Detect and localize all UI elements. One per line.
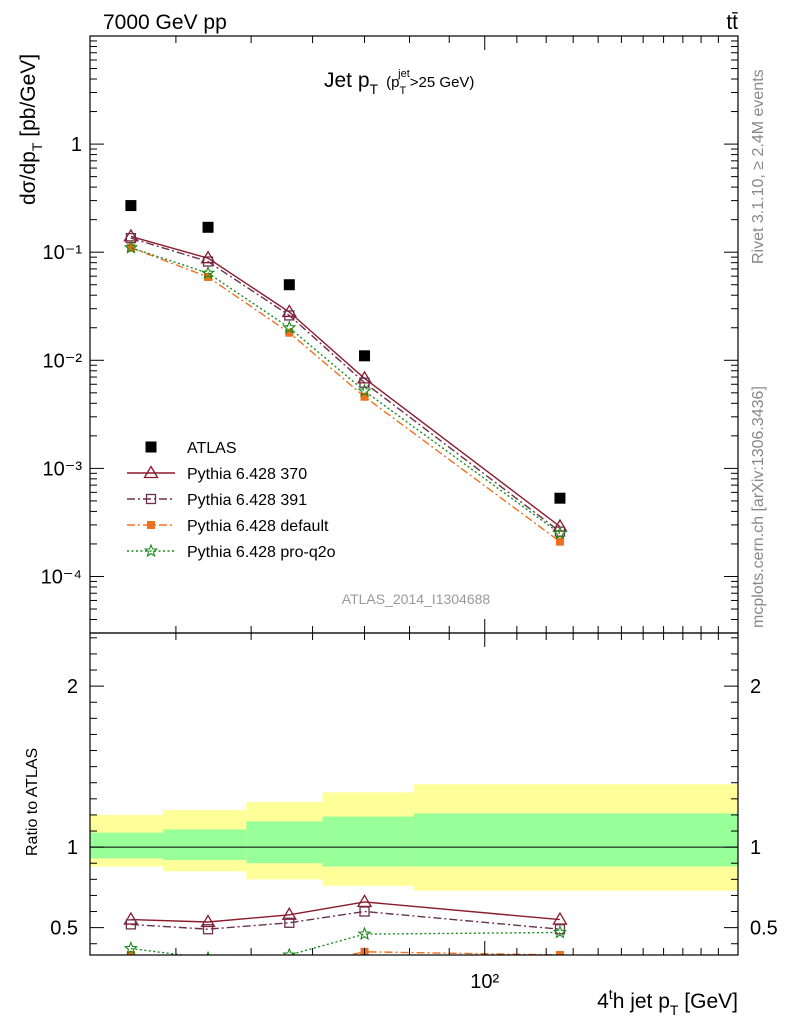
legend-marker <box>145 493 157 505</box>
ratio-series-pythia-6-428-370 <box>123 894 568 928</box>
ratio-line <box>130 931 560 955</box>
legend-marker <box>143 543 159 558</box>
data-point <box>357 383 372 398</box>
ratio-point <box>281 906 297 920</box>
ratio-point <box>200 914 216 928</box>
y-tick-label: 10⁻³ <box>43 458 83 480</box>
data-point <box>283 279 295 291</box>
data-point <box>554 492 566 504</box>
ratio-tick-label-right: 1 <box>750 837 761 859</box>
ratio-point <box>125 919 137 930</box>
data-point <box>284 310 295 321</box>
legend-entry: Pythia 6.428 pro-q2o <box>127 543 336 561</box>
header-left: 7000 GeV pp <box>103 11 227 34</box>
series-line <box>130 235 561 528</box>
ratio-frame <box>89 632 739 956</box>
legend-label: ATLAS <box>187 440 237 457</box>
ratio-series-pythia-6-428-391 <box>125 906 566 935</box>
y-tick-label: 10⁻⁴ <box>41 566 82 588</box>
legend-entry: Pythia 6.428 default <box>127 518 329 535</box>
ratio-point <box>555 951 564 955</box>
uncertainty-band-stat <box>246 821 323 864</box>
legend-label: Pythia 6.428 default <box>187 518 329 535</box>
ratio-point <box>206 950 210 955</box>
y-tick-label: 10⁻² <box>43 350 83 372</box>
ratio-line <box>130 901 560 923</box>
ratio-series-pythia-6-428-pro-q2o <box>123 924 568 955</box>
ratio-point <box>282 947 297 955</box>
data-point <box>552 525 568 540</box>
legend-marker <box>147 521 155 529</box>
ratio-series-pythia-6-428-default <box>126 947 564 972</box>
data-point <box>202 221 214 233</box>
data-point <box>555 537 564 546</box>
ratio-line <box>130 951 560 955</box>
y-axis-label: dσ/dpT [pb/GeV] <box>17 54 45 205</box>
series-atlas <box>125 200 566 504</box>
data-point <box>282 320 297 334</box>
legend-entry: Pythia 6.428 370 <box>127 465 307 483</box>
y-tick-label: 10⁻¹ <box>43 242 83 264</box>
ratio-tick-label-left: 2 <box>67 676 78 698</box>
legend-marker <box>143 465 159 479</box>
ratio-axis-label: Ratio to ATLAS <box>24 748 41 856</box>
ratio-panel <box>90 784 738 972</box>
rivet-label: Rivet 3.1.10, ≥ 2.4M events <box>750 69 767 264</box>
ratio-point <box>285 964 293 972</box>
analysis-watermark: ATLAS_2014_I1304688 <box>342 591 491 607</box>
ratio-point <box>204 961 212 969</box>
ratio-point <box>126 951 135 955</box>
ratio-point <box>123 911 139 925</box>
legend-entry: Pythia 6.428 391 <box>127 492 307 509</box>
ratio-axes: 10² 0.5 0.5 1 1 2 2 <box>50 633 778 993</box>
legend: ATLAS Pythia 6.428 370 Pythia 6.428 391 Pyt… <box>127 440 336 561</box>
data-point <box>125 200 137 212</box>
ratio-point <box>356 894 373 908</box>
main-axes: 10⁻⁴ 10⁻³ 10⁻² 10⁻¹ 1 <box>41 36 738 634</box>
data-point <box>359 377 370 388</box>
ratio-tick-label-right: 2 <box>750 676 761 698</box>
ratio-line <box>130 910 560 930</box>
x-tick-label: 10² <box>470 971 499 993</box>
ratio-point <box>357 926 372 941</box>
ratio-point <box>554 924 566 935</box>
ratio-point <box>123 941 139 955</box>
uncertainty-band-stat <box>322 816 414 867</box>
legend-entry: ATLAS <box>145 440 237 457</box>
uncertainty-band-stat <box>163 829 247 861</box>
data-point <box>285 328 294 337</box>
series-pythia-6-428-pro-q2o <box>123 240 568 540</box>
legend-label: Pythia 6.428 370 <box>187 466 307 483</box>
uncertainty-band-stat <box>413 813 738 867</box>
legend-marker <box>145 441 157 453</box>
ratio-tick-label-left: 1 <box>67 837 78 859</box>
series-pythia-6-428-391 <box>125 232 566 537</box>
ratio-tick-label-right: 0.5 <box>750 918 778 940</box>
ratio-point <box>202 924 214 935</box>
y-tick-label: 1 <box>71 134 82 156</box>
data-point <box>200 265 216 280</box>
ratio-point <box>552 924 568 939</box>
ratio-point <box>284 917 295 928</box>
uncertainty-band-stat <box>90 832 164 859</box>
ratio-point <box>359 906 370 917</box>
main-panel <box>123 200 568 546</box>
data-point <box>360 392 369 401</box>
legend-label: Pythia 6.428 391 <box>187 492 307 509</box>
data-point <box>204 272 213 281</box>
ratio-tick-label-left: 0.5 <box>50 918 78 940</box>
x-axis-label: 4th jet pT [GeV] <box>597 986 738 1018</box>
mcplots-label: mcplots.cern.ch [arXiv:1306.3436] <box>750 386 767 628</box>
legend-label: Pythia 6.428 pro-q2o <box>187 544 336 561</box>
data-point <box>359 350 371 362</box>
data-point <box>123 240 139 254</box>
series-line <box>130 247 561 535</box>
series-line <box>130 237 561 533</box>
ratio-point <box>552 911 568 925</box>
header-right: tt̄ <box>726 11 738 34</box>
plot-title: Jet pT (pTjet>25 GeV) <box>324 68 474 97</box>
